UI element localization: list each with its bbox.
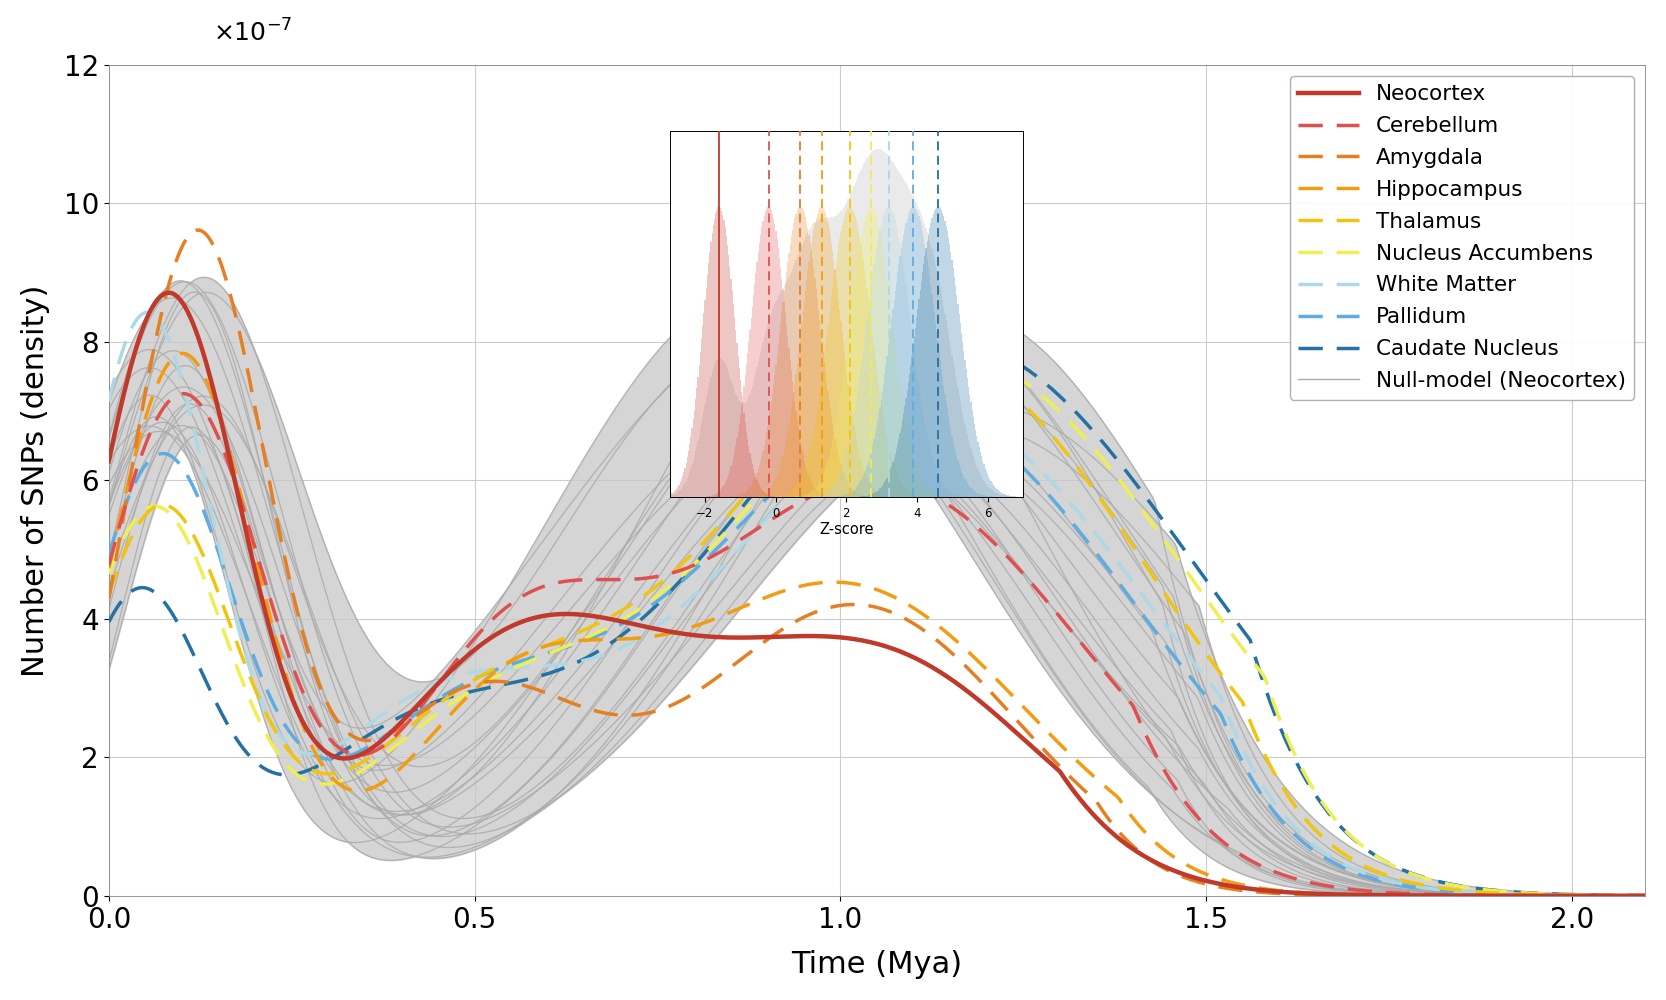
Y-axis label: Number of SNPs (density): Number of SNPs (density) (22, 284, 50, 677)
Legend: Neocortex, Cerebellum, Amygdala, Hippocampus, Thalamus, Nucleus Accumbens, White: Neocortex, Cerebellum, Amygdala, Hippoca… (1289, 76, 1634, 400)
X-axis label: Time (Mya): Time (Mya) (791, 950, 963, 979)
Text: $\times10^{-7}$: $\times10^{-7}$ (213, 19, 293, 47)
